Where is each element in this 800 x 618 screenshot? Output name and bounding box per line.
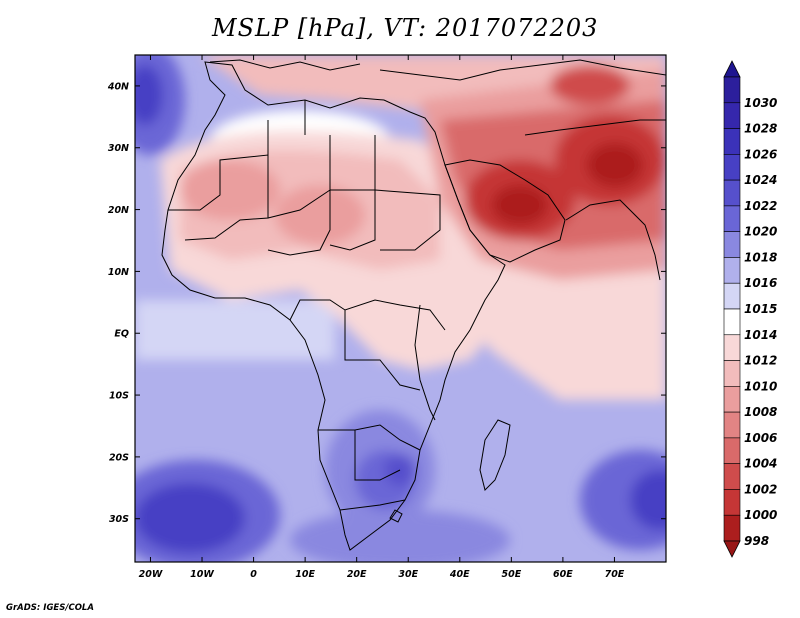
colorbar-swatch [723, 76, 741, 104]
lat-tick-label: 40N [107, 81, 129, 92]
lon-tick-label: 10E [295, 569, 315, 580]
pressure-field [135, 55, 666, 562]
lat-tick-label: EQ [114, 329, 129, 340]
colorbar-label: 1000 [744, 508, 777, 522]
plot-frame [134, 54, 667, 563]
colorbar-label: 1028 [744, 122, 777, 136]
colorbar-swatch [723, 205, 741, 232]
lon-tick-label: 10W [190, 569, 214, 580]
colorbar-swatch [723, 463, 741, 490]
colorbar-label: 1024 [744, 173, 777, 187]
colorbar-bottom-arrow [723, 540, 741, 558]
lon-tick-label: 20E [347, 569, 367, 580]
lat-tick-label: 30N [108, 143, 129, 154]
colorbar-label: 1018 [744, 250, 777, 264]
grads-credit: GrADS: IGES/COLA [6, 603, 94, 613]
colorbar-label: 1022 [744, 199, 777, 213]
lon-tick-label: 30E [398, 569, 418, 580]
lon-tick-label: 70E [605, 569, 625, 580]
lon-tick-label: 50E [501, 569, 521, 580]
colorbar-swatch [723, 489, 741, 516]
colorbar-label: 1015 [744, 302, 777, 316]
colorbar-swatch [723, 257, 741, 284]
lat-tick-label: 10S [109, 391, 129, 402]
colorbar-top-arrow [723, 60, 741, 78]
colorbar-label: 1004 [744, 457, 777, 471]
colorbar-swatch [723, 386, 741, 413]
colorbar-label: 1002 [744, 482, 777, 496]
colorbar-swatch [723, 308, 741, 336]
lat-tick-label: 20S [109, 452, 129, 463]
lon-tick-label: 40E [449, 569, 470, 580]
lat-tick-label: 20N [108, 205, 129, 216]
lon-tick-label: 20W [139, 569, 163, 580]
colorbar: 1030 1028 1026 1024 1022 1020 1018 1016 1015 1014… [723, 60, 777, 558]
map-title: MSLP [hPa], VT: 2017072203 [212, 14, 599, 42]
colorbar-swatch [723, 360, 741, 387]
colorbar-swatch [723, 514, 741, 542]
colorbar-label: 1030 [744, 96, 777, 110]
colorbar-label: 1014 [744, 328, 777, 342]
colorbar-label: 1006 [744, 431, 777, 445]
colorbar-label: 998 [744, 534, 769, 548]
coastlines-and-borders [161, 59, 666, 551]
lon-tick-label: 0 [250, 569, 257, 580]
colorbar-label: 1010 [744, 379, 777, 393]
lat-tick-label: 30S [109, 514, 129, 525]
colorbar-label: 1020 [744, 225, 777, 239]
colorbar-swatch [723, 154, 741, 181]
colorbar-swatch [723, 231, 741, 258]
lon-tick-label: 60E [553, 569, 573, 580]
colorbar-label: 1016 [744, 276, 777, 290]
colorbar-swatch [723, 102, 741, 129]
lat-tick-label: 10N [108, 267, 129, 278]
longitude-axis: 20W 10W 0 10E 20E 30E 40E 50E 60E 70E [139, 55, 625, 580]
colorbar-swatch [723, 437, 741, 464]
latitude-axis: 40N 30N 20N 10N EQ 10S 20S 30S [107, 81, 666, 525]
colorbar-label: 1008 [744, 405, 777, 419]
colorbar-swatch [723, 334, 741, 361]
colorbar-swatch [723, 411, 741, 439]
colorbar-label: 1012 [744, 354, 777, 368]
colorbar-swatch [723, 128, 741, 155]
colorbar-swatch [723, 282, 741, 310]
colorbar-label: 1026 [744, 147, 777, 161]
colorbar-swatch [723, 179, 741, 207]
